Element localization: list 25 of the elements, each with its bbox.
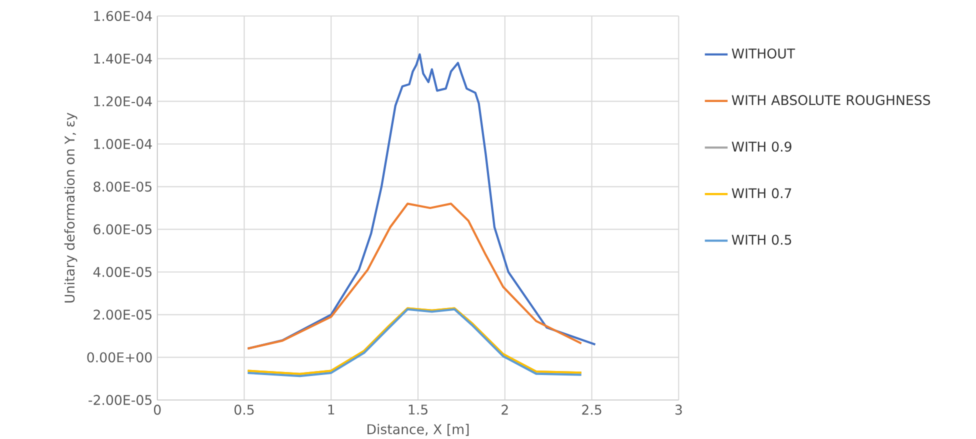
y-tick-label: 1.00E-04 (94, 139, 152, 150)
x-axis-title: Distance, X [m] (368, 424, 469, 436)
legend-label: WITHOUT (732, 48, 796, 59)
y-tick-label: 0.00E+00 (87, 352, 152, 363)
y-tick-label: -2.00E-05 (88, 395, 152, 406)
legend-label: WITH 0.7 (732, 188, 792, 198)
y-tick-label: 8.00E-05 (94, 182, 152, 192)
line-series (246, 202, 582, 350)
x-tick-label: 0 (154, 404, 161, 415)
y-tick-label: 1.20E-04 (94, 96, 152, 107)
x-tick-label: 2.5 (582, 404, 602, 415)
x-tick-label: 1.5 (408, 404, 428, 415)
x-tick-label: 1 (328, 404, 334, 415)
x-tick-label: 3 (675, 404, 682, 415)
y-axis-title: Unitary deformation on Y, εy (64, 112, 78, 303)
y-tick-label: 2.00E-05 (94, 310, 152, 320)
legend-label: WITH ABSOLUTE ROUGHNESS (732, 95, 930, 106)
legend-label: WITH 0.5 (732, 234, 792, 245)
y-tick-label: 6.00E-05 (94, 224, 152, 235)
x-tick-label: 0.5 (234, 404, 254, 415)
x-tick-label: 2 (502, 404, 508, 415)
y-tick-label: 4.00E-05 (93, 267, 152, 278)
y-tick-label: 1.40E-04 (94, 54, 152, 64)
legend-label: WITH 0.9 (732, 142, 792, 152)
y-tick-label: 1.60E-04 (94, 11, 152, 22)
